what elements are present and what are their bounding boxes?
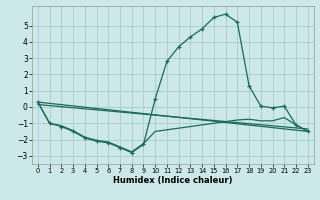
X-axis label: Humidex (Indice chaleur): Humidex (Indice chaleur) [113, 176, 233, 185]
